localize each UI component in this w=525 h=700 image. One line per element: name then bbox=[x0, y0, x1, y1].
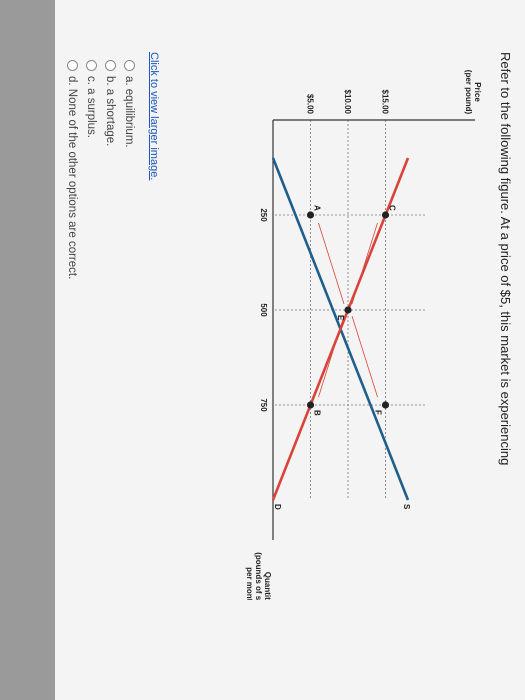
point-a bbox=[306, 211, 315, 219]
point-c bbox=[381, 211, 390, 219]
x-axis-title-line: Quantity bbox=[263, 572, 272, 600]
option-b[interactable]: b. a shortage. bbox=[101, 60, 120, 279]
radio-button[interactable] bbox=[67, 60, 78, 71]
radio-button[interactable] bbox=[124, 60, 135, 71]
option-a[interactable]: a. equilibrium. bbox=[120, 60, 139, 279]
x-tick-label: 500 bbox=[259, 303, 268, 317]
option-d[interactable]: d. None of the other options are correct… bbox=[63, 60, 82, 279]
option-c-label: c. a surplus. bbox=[85, 76, 98, 138]
x-axis-title-line: per month) bbox=[245, 567, 254, 600]
option-a-label: a. equilibrium. bbox=[123, 76, 136, 148]
option-c[interactable]: c. a surplus. bbox=[82, 60, 101, 279]
y-tick-label: $5.00 bbox=[306, 94, 315, 115]
radio-button[interactable] bbox=[105, 60, 116, 71]
screen-bezel bbox=[0, 0, 55, 700]
option-b-label: b. a shortage. bbox=[104, 76, 117, 147]
arrow-guide-upper-right bbox=[351, 315, 378, 398]
point-f-label: F bbox=[374, 410, 383, 415]
point-c-label: C bbox=[388, 205, 397, 211]
point-b bbox=[306, 401, 315, 409]
y-axis-title-line: Price bbox=[473, 82, 482, 102]
demand-curve-label: D bbox=[273, 504, 282, 510]
point-b-label: B bbox=[313, 410, 322, 416]
y-axis-title-line: (per pound) bbox=[464, 70, 473, 115]
x-axis-title-line: (pounds of salmon bbox=[254, 552, 263, 600]
supply-curve-label: S bbox=[402, 504, 411, 510]
y-tick-label: $10.00 bbox=[343, 90, 352, 115]
option-d-label: d. None of the other options are correct… bbox=[66, 76, 79, 280]
x-tick-label: 250 bbox=[259, 208, 268, 222]
question-text: Refer to the following figure. At a pric… bbox=[498, 52, 513, 466]
point-e-label: E bbox=[336, 315, 345, 321]
point-e bbox=[344, 306, 352, 314]
arrow-guide-lower bbox=[318, 222, 345, 305]
radio-button[interactable] bbox=[86, 60, 97, 71]
supply-demand-figure: S D A B C E F $5.00 $10.00 $15.00 250 500 750 Price (p… bbox=[235, 60, 485, 600]
view-larger-image-link[interactable]: Click to view larger image. bbox=[148, 52, 160, 181]
x-tick-label: 750 bbox=[259, 398, 268, 412]
point-f bbox=[381, 401, 390, 409]
y-tick-label: $15.00 bbox=[381, 90, 390, 115]
answer-options: a. equilibrium. b. a shortage. c. a surp… bbox=[63, 60, 139, 279]
point-a-label: A bbox=[313, 205, 322, 211]
